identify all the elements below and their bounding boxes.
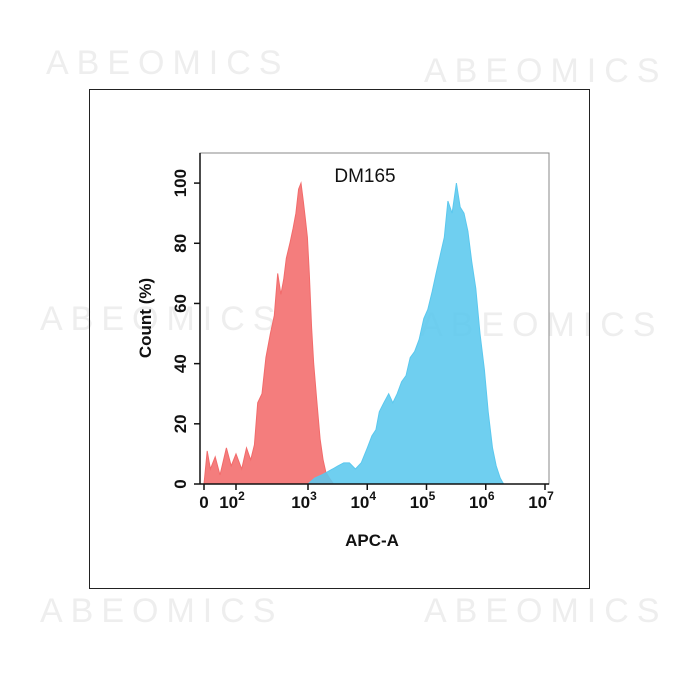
x-axis-title: APC-A — [345, 531, 399, 550]
histogram-series-2 — [306, 183, 505, 485]
x-tick-label: 0 — [199, 493, 208, 512]
y-tick-label: 0 — [171, 479, 190, 488]
watermark-text: ABEOMICS — [424, 52, 668, 90]
y-tick-label: 20 — [171, 414, 190, 433]
x-tick-label: 106 — [469, 489, 495, 512]
histogram-series-1 — [203, 181, 335, 485]
x-tick-label: 104 — [350, 489, 376, 512]
x-tick-label: 107 — [528, 489, 554, 512]
x-tick-label: 102 — [219, 489, 245, 512]
x-tick-label: 105 — [410, 489, 436, 512]
watermark-text: ABEOMICS — [40, 300, 284, 338]
y-tick-label: 40 — [171, 354, 190, 373]
watermark-text: ABEOMICS — [424, 592, 668, 630]
series-layer — [203, 181, 505, 485]
y-tick-label: 80 — [171, 234, 190, 253]
watermark-text: ABEOMICS — [40, 592, 284, 630]
y-tick-label: 100 — [171, 169, 190, 197]
watermark-text: ABEOMICS — [46, 44, 290, 82]
y-axis-title: Count (%) — [136, 278, 155, 358]
y-tick-label: 60 — [171, 294, 190, 313]
x-tick-label: 103 — [291, 489, 317, 512]
chart-title: DM165 — [334, 166, 395, 187]
figure-frame — [89, 89, 590, 589]
